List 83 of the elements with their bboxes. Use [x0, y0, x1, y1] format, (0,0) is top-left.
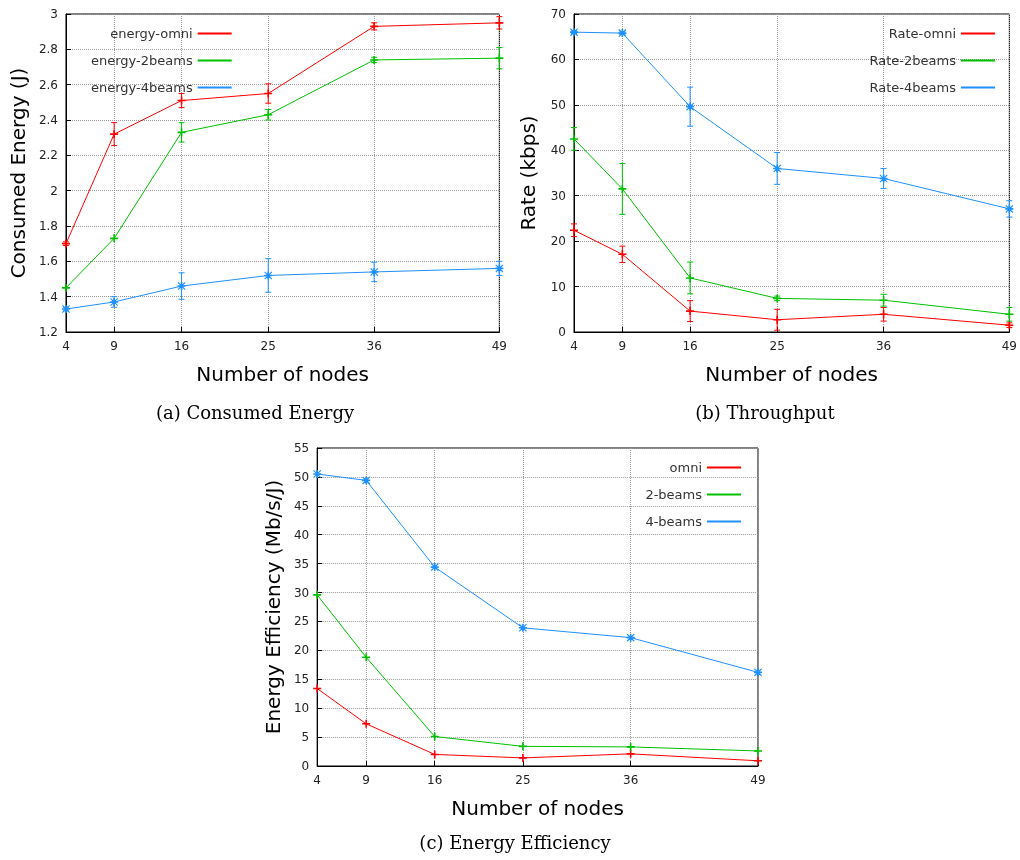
y-tick-label: 40 [550, 143, 566, 158]
y-tick-label: 2.8 [38, 42, 58, 57]
x-axis-title: Number of nodes [196, 362, 370, 386]
x-tick-label: 36 [875, 339, 892, 353]
y-tick-label: 0 [558, 325, 566, 339]
y-tick-label: 2.4 [38, 113, 58, 127]
y-tick-label: 1.8 [38, 219, 58, 233]
legend-label: energy-4beams [91, 80, 193, 95]
legend-label: energy-omni [110, 26, 193, 41]
y-tick-label: 30 [550, 188, 566, 203]
x-tick-label: 25 [260, 339, 276, 353]
y-tick-label: 60 [550, 52, 566, 67]
x-tick-label: 9 [362, 773, 370, 787]
point [61, 283, 70, 292]
x-tick-label: 16 [682, 339, 698, 353]
y-tick-label: 20 [550, 234, 566, 249]
point [313, 684, 322, 693]
x-tick-label: 9 [110, 339, 118, 353]
point [626, 742, 635, 751]
y-tick-label: 15 [293, 672, 310, 687]
y-tick-label: 10 [293, 701, 310, 716]
point [430, 750, 439, 759]
y-tick-label: 1.4 [38, 289, 58, 304]
x-tick-label: 49 [1001, 339, 1018, 353]
y-axis-title: Energy Efficiency (Mb/s/J) [261, 479, 285, 735]
y-tick-label: 2.6 [38, 77, 58, 92]
legend-label: Rate-omni [888, 26, 956, 41]
legend-label: 2-beams [645, 487, 703, 502]
point [754, 668, 762, 677]
legend-label: energy-2beams [91, 53, 193, 68]
y-tick-label: 30 [293, 585, 310, 600]
x-tick-label: 36 [623, 773, 639, 787]
point [754, 746, 762, 755]
x-tick-label: 25 [769, 339, 785, 353]
x-tick-label: 4 [570, 339, 578, 353]
y-tick-label: 10 [550, 279, 566, 294]
legend-label: Rate-4beams [869, 80, 957, 95]
y-tick-label: 35 [293, 556, 310, 571]
y-tick-label: 70 [550, 7, 566, 21]
y-tick-label: 5 [301, 730, 310, 745]
x-tick-label: 16 [173, 339, 190, 353]
point [313, 590, 322, 599]
y-tick-label: 25 [293, 614, 310, 629]
point [362, 476, 371, 485]
legend-label: Rate-2beams [869, 53, 957, 68]
text: (a) Consumed Energy [155, 401, 355, 423]
point [518, 753, 527, 762]
x-tick-label: 25 [515, 773, 531, 787]
x-tick-label: 4 [313, 773, 321, 787]
legend-label: 4-beams [645, 514, 703, 529]
y-tick-label: 50 [550, 97, 566, 112]
legend-label: omni [669, 460, 702, 475]
y-tick-label: 20 [293, 643, 310, 658]
y-tick-label: 3 [50, 7, 58, 21]
point [362, 719, 371, 728]
y-axis-title: Consumed Energy (J) [6, 67, 30, 279]
point [518, 742, 527, 751]
point [430, 732, 439, 741]
point [110, 234, 119, 243]
x-tick-label: 9 [618, 339, 627, 353]
y-tick-label: 55 [293, 441, 310, 455]
x-tick-label: 49 [750, 773, 766, 787]
y-tick-label: 50 [293, 469, 310, 484]
text: (c) Energy Efficiency [419, 831, 612, 853]
point [430, 563, 439, 572]
x-axis-title: Number of nodes [451, 796, 624, 820]
x-tick-label: 4 [62, 339, 70, 353]
y-axis-title: Rate (kbps) [516, 115, 540, 231]
y-tick-label: 1.6 [38, 254, 58, 269]
point [626, 749, 635, 758]
y-tick-label: 2.2 [38, 148, 58, 163]
point [518, 623, 527, 632]
y-tick-label: 45 [293, 498, 310, 513]
x-tick-label: 49 [491, 339, 508, 353]
text: (b) Throughput [695, 401, 836, 423]
x-tick-label: 36 [366, 339, 382, 353]
x-tick-label: 16 [427, 773, 443, 787]
point [362, 653, 371, 662]
y-tick-label: 2 [50, 183, 58, 198]
y-tick-label: 0 [301, 759, 310, 773]
x-axis-title: Number of nodes [705, 362, 879, 386]
y-tick-label: 1.2 [38, 325, 58, 339]
y-tick-label: 40 [293, 527, 310, 542]
